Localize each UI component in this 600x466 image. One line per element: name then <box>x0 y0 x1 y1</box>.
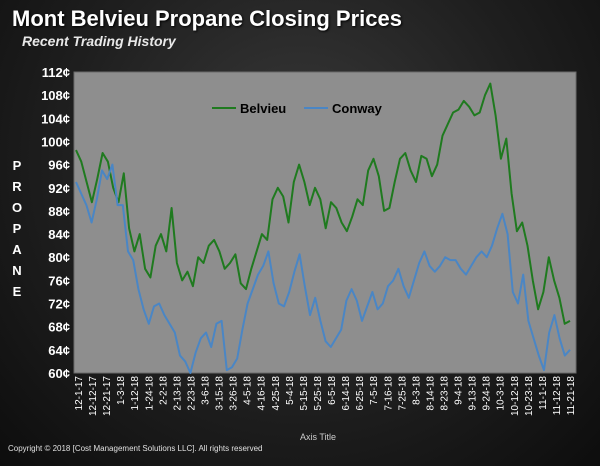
legend-label-conway: Conway <box>332 101 383 116</box>
x-tick-label: 7-16-18 <box>383 376 394 411</box>
x-tick-label: 5-25-18 <box>313 376 324 411</box>
x-tick-label: 10-3-18 <box>496 376 507 411</box>
x-tick-label: 3-6-18 <box>201 376 212 405</box>
y-tick-label: 92¢ <box>48 181 70 196</box>
y-tick-label: 64¢ <box>48 343 70 358</box>
x-tick-label: 3-26-18 <box>229 376 240 411</box>
x-tick-label: 10-23-18 <box>524 376 535 416</box>
y-tick-label: 100¢ <box>41 134 70 149</box>
x-tick-label: 6-5-18 <box>327 376 338 405</box>
x-tick-label: 4-16-18 <box>257 376 268 411</box>
x-tick-label: 5-4-18 <box>285 376 296 405</box>
x-tick-label: 6-25-18 <box>355 376 366 411</box>
x-tick-label: 12-1-17 <box>74 376 85 411</box>
x-tick-label: 8-14-18 <box>425 376 436 411</box>
x-tick-label: 7-5-18 <box>369 376 380 405</box>
y-tick-label: 80¢ <box>48 250 70 265</box>
y-tick-label: 60¢ <box>48 366 70 381</box>
copyright-text: Copyright © 2018 [Cost Management Soluti… <box>8 444 263 453</box>
y-tick-label: 108¢ <box>41 88 70 103</box>
x-tick-label: 5-15-18 <box>299 376 310 411</box>
y-tick-label: 72¢ <box>48 297 70 312</box>
x-tick-label: 12-21-17 <box>102 376 113 416</box>
chart-title: Mont Belvieu Propane Closing Prices <box>12 6 402 31</box>
x-tick-label: 8-23-18 <box>439 376 450 411</box>
y-tick-label: 88¢ <box>48 204 70 219</box>
legend-label-belvieu: Belvieu <box>240 101 286 116</box>
x-tick-label: 1-3-18 <box>116 376 127 405</box>
x-tick-label: 10-12-18 <box>510 376 521 416</box>
y-tick-label: 96¢ <box>48 158 70 173</box>
x-tick-label: 11-1-18 <box>538 376 549 410</box>
y-tick-label: 76¢ <box>48 273 70 288</box>
series-line-belvieu <box>75 82 571 325</box>
y-tick-label: 68¢ <box>48 320 70 335</box>
series-line-conway <box>75 163 571 374</box>
y-tick-label: 84¢ <box>48 227 70 242</box>
y-tick-label: 112¢ <box>42 65 70 80</box>
chart-subtitle: Recent Trading History <box>22 33 176 49</box>
x-tick-label: 11-12-18 <box>552 376 563 416</box>
x-tick-label: 7-25-18 <box>397 376 408 411</box>
x-tick-label: 12-12-17 <box>88 376 99 416</box>
y-tick-label: 104¢ <box>41 111 70 126</box>
x-tick-label: 9-13-18 <box>468 376 479 411</box>
x-tick-label: 1-24-18 <box>144 376 155 411</box>
x-tick-label: 9-24-18 <box>482 376 493 411</box>
x-tick-label: 4-5-18 <box>243 376 254 405</box>
x-tick-label: 2-13-18 <box>172 376 183 411</box>
x-tick-label: 11-21-18 <box>566 376 577 416</box>
x-tick-label: 4-25-18 <box>271 376 282 411</box>
x-tick-label: 3-15-18 <box>215 376 226 411</box>
x-tick-label: 2-2-18 <box>158 376 169 405</box>
y-axis-title: PROPANE <box>11 158 23 299</box>
x-tick-label: 8-3-18 <box>411 376 422 405</box>
x-tick-label: 6-14-18 <box>341 376 352 411</box>
x-tick-label: 9-4-18 <box>454 376 465 405</box>
x-tick-label: 1-12-18 <box>130 376 141 411</box>
x-tick-label: 2-23-18 <box>186 376 197 411</box>
x-axis-title: Axis Title <box>300 432 337 442</box>
